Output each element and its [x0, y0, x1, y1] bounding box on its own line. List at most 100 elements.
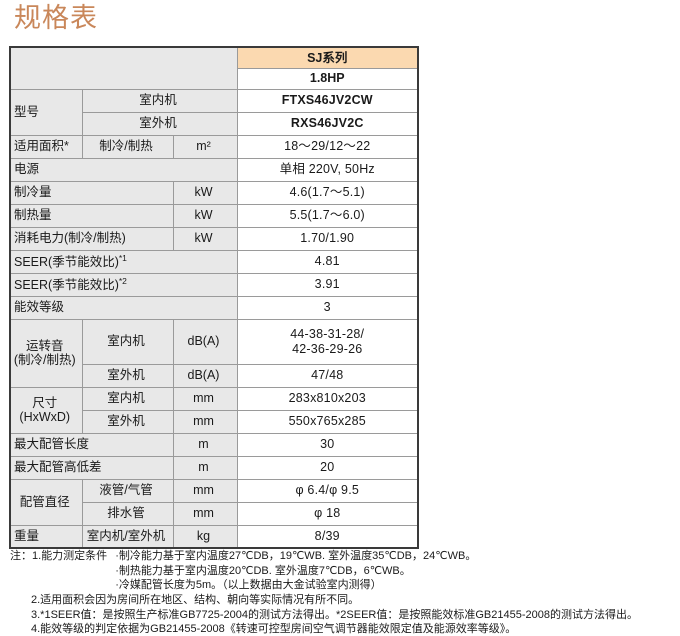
- row-unit-sound-outdoor: dB(A): [172, 363, 238, 388]
- row-value-seer-1: 4.81: [236, 249, 419, 274]
- row-label-heating-capacity: 制热量: [9, 203, 174, 228]
- operating-sound-line1: 运转音: [25, 338, 64, 353]
- row-unit-drain-pipe: mm: [172, 501, 238, 526]
- footnote-1: 注： 1. 能力测定条件 ·制冷能力基于室内温度27℃DB，19℃WB. 室外温度3…: [10, 549, 678, 593]
- row-value-dim-outdoor: 550x765x285: [236, 409, 419, 434]
- row-unit-power-consumption: kW: [172, 226, 238, 251]
- table-header-row-series: SJ系列: [9, 46, 419, 90]
- row-sublabel-drain-pipe: 排水管: [81, 501, 174, 526]
- footnote-1-bullet-2: ·冷媒配管长度为5m。（以上数据由大金试验室内测得）: [115, 579, 382, 592]
- table-row: 室外机 RXS46JV2C: [10, 111, 419, 136]
- seer-2-superscript: *2: [118, 275, 127, 286]
- row-unit-weight: kg: [172, 524, 238, 549]
- table-row: 型号 室内机 FTXS46JV2CW: [9, 88, 419, 136]
- row-value-dim-indoor: 283x810x203: [236, 386, 419, 411]
- footnote-1-lead: 能力测定条件: [41, 550, 108, 562]
- row-sublabel-dim-outdoor: 室外机: [81, 409, 174, 434]
- row-value-sound-indoor: 44-38-31-28/ 42-36-29-26: [236, 318, 419, 365]
- row-unit-sound-indoor: dB(A): [172, 318, 238, 365]
- table-row: 制冷量 kW 4.6(1.7～5.1): [9, 180, 419, 205]
- row-label-model: 型号: [9, 88, 83, 136]
- row-label-operating-sound: 运转音 (制冷/制热): [9, 318, 83, 388]
- table-row: SEER(季节能效比)*1 4.81: [9, 249, 419, 274]
- row-value-efficiency-grade: 3: [236, 295, 419, 320]
- footnote-prefix: 注：: [10, 550, 32, 562]
- table-row: 尺寸 (HxWxD) 室内机 mm 283x810x203: [9, 386, 419, 434]
- row-label-dimensions: 尺寸 (HxWxD): [9, 386, 83, 434]
- row-value-max-pipe-length: 30: [236, 432, 419, 457]
- footnote-2: 2.适用面积会因为房间所在地区、结构、朝向等实际情况有所不同。: [31, 593, 360, 606]
- footnote-1-number: 1.: [32, 550, 42, 562]
- row-value-heating-capacity: 5.5(1.7～6.0): [236, 203, 419, 228]
- seer-2-text: SEER(季节能效比): [14, 277, 119, 292]
- row-sublabel-cool-heat: 制冷/制热: [81, 134, 174, 159]
- table-row: 电源 单相 220V, 50Hz: [9, 157, 419, 182]
- operating-sound-line2: (制冷/制热): [13, 353, 76, 367]
- row-unit-dim-indoor: mm: [172, 386, 238, 411]
- header-blank-cell: [9, 46, 238, 90]
- header-series-label: SJ系列: [236, 46, 419, 69]
- table-row: 最大配管高低差 m 20: [9, 455, 419, 480]
- dimensions-line2: (HxWxD): [19, 410, 71, 424]
- row-unit-heating-capacity: kW: [172, 203, 238, 228]
- row-value-weight: 8/39: [236, 524, 419, 549]
- row-unit-max-height-diff: m: [172, 455, 238, 480]
- header-capacity-label: 1.8HP: [236, 67, 419, 90]
- row-label-efficiency-grade: 能效等级: [9, 295, 238, 320]
- row-label-applicable-area: 适用面积*: [9, 134, 83, 159]
- specification-table: SJ系列 1.8HP 型号 室内机 FTXS46JV2CW 室外机 RXS46J…: [9, 46, 419, 549]
- footnote-1-bullet-0: ·制冷能力基于室内温度27℃DB，19℃WB. 室外温度35℃DB，24℃WB。: [115, 550, 477, 562]
- footnotes: 注： 1. 能力测定条件 ·制冷能力基于室内温度27℃DB，19℃WB. 室外温度3…: [10, 549, 678, 636]
- table-row: 室外机 mm 550x765x285: [10, 409, 419, 434]
- table-row: 能效等级 3: [9, 295, 419, 320]
- row-sublabel-sound-indoor: 室内机: [81, 318, 174, 365]
- seer-1-superscript: *1: [118, 252, 127, 263]
- row-sublabel-dim-indoor: 室内机: [81, 386, 174, 411]
- seer-1-text: SEER(季节能效比): [14, 254, 119, 269]
- row-value-max-height-diff: 20: [236, 455, 419, 480]
- table-header-row-capacity: 1.8HP: [10, 67, 419, 90]
- row-label-weight: 重量: [9, 524, 83, 549]
- row-label-pipe-diameter: 配管直径: [9, 478, 83, 526]
- row-label-max-pipe-length: 最大配管长度: [9, 432, 174, 457]
- row-unit-liquid-gas-pipe: mm: [172, 478, 238, 503]
- table-row: 配管直径 液管/气管 mm φ 6.4/φ 9.5: [9, 478, 419, 526]
- row-label-seer-1: SEER(季节能效比)*1: [9, 249, 238, 274]
- row-value-outdoor-model: RXS46JV2C: [236, 111, 419, 136]
- row-label-cooling-capacity: 制冷量: [9, 180, 174, 205]
- row-label-power-consumption: 消耗电力(制冷/制热): [9, 226, 174, 251]
- row-value-sound-outdoor: 47/48: [236, 363, 419, 388]
- row-label-max-height-diff: 最大配管高低差: [9, 455, 174, 480]
- sound-indoor-line1: 44-38-31-28/: [290, 327, 365, 342]
- page-title: 规格表: [14, 3, 98, 33]
- footnote-1-bullet-1: ·制热能力基于室内温度20℃DB. 室外温度7℃DB，6℃WB。: [115, 564, 411, 577]
- footnote-4: 4.能效等级的判定依据为GB21455-2008《转速可控型房间空气调节器能效限…: [31, 623, 517, 636]
- row-sublabel-weight-units: 室内机/室外机: [81, 524, 174, 549]
- row-value-seer-2: 3.91: [236, 272, 419, 297]
- row-unit-area: m²: [172, 134, 238, 159]
- row-value-power-consumption: 1.70/1.90: [236, 226, 419, 251]
- row-sublabel-sound-outdoor: 室外机: [81, 363, 174, 388]
- footnote-1-bullets: ·制冷能力基于室内温度27℃DB，19℃WB. 室外温度35℃DB，24℃WB。…: [115, 549, 476, 593]
- table-row: 重量 室内机/室外机 kg 8/39: [9, 524, 419, 549]
- footnote-3: 3.*1SEER值：是按照生产标准GB7725-2004的测试方法得出。*2SE…: [31, 608, 638, 621]
- table-row: 消耗电力(制冷/制热) kW 1.70/1.90: [9, 226, 419, 251]
- row-label-seer-2: SEER(季节能效比)*2: [9, 272, 238, 297]
- table-row: 制热量 kW 5.5(1.7～6.0): [9, 203, 419, 228]
- row-value-power-supply: 单相 220V, 50Hz: [236, 157, 419, 182]
- row-value-liquid-gas-pipe: φ 6.4/φ 9.5: [236, 478, 419, 503]
- row-value-indoor-model: FTXS46JV2CW: [236, 88, 419, 113]
- row-value-cooling-capacity: 4.6(1.7～5.1): [236, 180, 419, 205]
- row-value-drain-pipe: φ 18: [236, 501, 419, 526]
- row-sublabel-indoor-unit: 室内机: [81, 88, 238, 113]
- row-unit-max-pipe-length: m: [172, 432, 238, 457]
- row-unit-cooling-capacity: kW: [172, 180, 238, 205]
- row-sublabel-outdoor-unit: 室外机: [81, 111, 238, 136]
- table-row: 最大配管长度 m 30: [9, 432, 419, 457]
- dimensions-line1: 尺寸: [32, 395, 58, 410]
- table-row: 室外机 dB(A) 47/48: [10, 363, 419, 388]
- table-row: 排水管 mm φ 18: [10, 501, 419, 526]
- row-label-power-supply: 电源: [9, 157, 238, 182]
- table-row: SEER(季节能效比)*2 3.91: [9, 272, 419, 297]
